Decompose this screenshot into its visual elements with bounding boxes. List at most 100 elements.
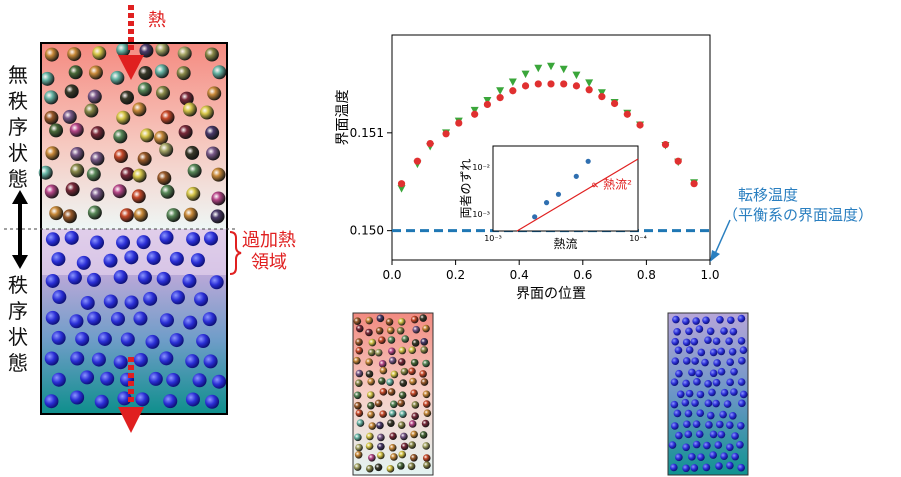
snapshot-particle bbox=[379, 366, 388, 375]
disordered-particle bbox=[64, 84, 79, 99]
snapshot-particle bbox=[399, 410, 407, 418]
snapshot-particle bbox=[715, 420, 724, 429]
ordered-particle bbox=[51, 372, 66, 387]
y-axis-label: 界面温度 bbox=[335, 90, 351, 146]
disordered-particle bbox=[185, 145, 200, 160]
disordered-particle bbox=[156, 85, 171, 100]
ordered-particle bbox=[159, 351, 174, 366]
snapshot-particle bbox=[688, 453, 696, 461]
snapshot-particle bbox=[682, 338, 691, 347]
snapshot-particle bbox=[688, 368, 696, 377]
snapshot-particle bbox=[668, 441, 677, 449]
disordered-particle bbox=[212, 65, 227, 80]
snapshot-particle bbox=[388, 356, 397, 365]
ordered-particle bbox=[136, 235, 151, 250]
ordered-particle bbox=[103, 294, 118, 309]
snapshot-particle bbox=[420, 378, 429, 386]
snapshot-particle bbox=[398, 346, 407, 355]
ordered-particle bbox=[190, 253, 205, 268]
snapshot-particle bbox=[726, 378, 734, 387]
snapshot-particle bbox=[412, 325, 421, 334]
superheated-region-label: 過加熱 領域 bbox=[242, 230, 296, 273]
snapshot-particle bbox=[355, 409, 364, 418]
ordered-particle bbox=[124, 295, 139, 310]
snapshot-particle bbox=[398, 450, 407, 459]
circle-point bbox=[560, 80, 568, 88]
snapshot-particle bbox=[671, 357, 680, 366]
snapshot-particle bbox=[376, 421, 384, 430]
snapshot-particle bbox=[410, 430, 418, 439]
snapshot-particle bbox=[737, 378, 746, 386]
ordered-particle bbox=[75, 331, 90, 346]
ordered-particle bbox=[94, 394, 109, 409]
snapshot-particle bbox=[712, 378, 721, 387]
triangle-point bbox=[597, 89, 606, 97]
snapshot-particle bbox=[386, 378, 394, 387]
disordered-particle bbox=[179, 91, 194, 106]
snapshot-particle bbox=[670, 400, 679, 409]
disordered-particle bbox=[157, 171, 172, 186]
ordered-particle bbox=[137, 270, 152, 285]
disordered-particle bbox=[154, 130, 169, 145]
disordered-particle bbox=[137, 151, 152, 166]
snapshot-particle bbox=[684, 430, 693, 439]
ordered-particle bbox=[113, 355, 128, 370]
snapshot-particle bbox=[397, 421, 406, 429]
ordered-particle bbox=[80, 295, 95, 310]
inset-y-tick: 10⁻² bbox=[472, 163, 490, 172]
disordered-particle bbox=[90, 126, 105, 141]
disordered-particle bbox=[90, 187, 105, 202]
snapshot-particle bbox=[353, 317, 362, 325]
ordered-particle bbox=[203, 354, 218, 369]
ordered-particle bbox=[117, 391, 132, 406]
x-tick-label: 0.2 bbox=[446, 268, 465, 282]
snapshot-particle bbox=[421, 419, 430, 428]
disordered-particle bbox=[207, 86, 222, 101]
snapshot-particle bbox=[388, 409, 397, 418]
snapshot-particle bbox=[737, 337, 746, 345]
ordered-particle bbox=[209, 275, 224, 290]
disordered-particle bbox=[205, 125, 220, 140]
disordered-particle bbox=[187, 163, 202, 178]
snapshot-particle bbox=[736, 441, 744, 449]
disordered-particle bbox=[199, 105, 214, 120]
snapshot-particle bbox=[379, 410, 387, 418]
left-schematic bbox=[4, 5, 242, 433]
snapshot-particle bbox=[730, 388, 738, 396]
snapshot-particle bbox=[422, 442, 430, 450]
snapshot-particle bbox=[670, 463, 678, 472]
snapshot-particle bbox=[706, 327, 715, 336]
inset-point bbox=[555, 191, 562, 197]
disordered-particle bbox=[38, 165, 53, 180]
snapshot-particle bbox=[367, 348, 376, 357]
inset-y-tick: 10⁻³ bbox=[472, 210, 490, 219]
snapshot-particle bbox=[702, 316, 710, 325]
disordered-particle bbox=[87, 89, 102, 104]
inset-x-tick: 10⁻⁴ bbox=[629, 234, 647, 243]
ordered-particle bbox=[170, 290, 185, 305]
snapshot-particle bbox=[703, 441, 711, 450]
ordered-particle bbox=[116, 235, 131, 250]
snapshot-particle bbox=[378, 360, 387, 368]
snapshot-particle bbox=[717, 347, 726, 356]
snapshot-particle bbox=[378, 377, 386, 385]
snapshot-particle bbox=[411, 339, 420, 347]
inset-point bbox=[543, 200, 550, 206]
snapshot-particle bbox=[701, 358, 709, 367]
snapshot-particle bbox=[730, 367, 738, 376]
x-tick-label: 0.6 bbox=[573, 268, 592, 282]
inset-point bbox=[532, 214, 538, 220]
circle-point bbox=[623, 110, 631, 118]
disordered-particle bbox=[40, 71, 55, 86]
snapshot-particle bbox=[692, 317, 700, 325]
ordered-particle bbox=[202, 312, 217, 327]
snapshot-particle bbox=[717, 430, 726, 439]
fit-line bbox=[516, 158, 639, 232]
circle-point bbox=[413, 157, 422, 165]
main-chart: 0.0 0.2 0.4 0.6 0.8 1.0 0.150 0.151 界面の位置 界面温度 bbox=[335, 34, 720, 302]
snapshot-particle bbox=[408, 367, 416, 376]
disordered-particle bbox=[70, 163, 85, 178]
disordered-particle bbox=[44, 110, 59, 125]
circle-point bbox=[534, 80, 542, 88]
disordered-particle bbox=[90, 151, 105, 166]
